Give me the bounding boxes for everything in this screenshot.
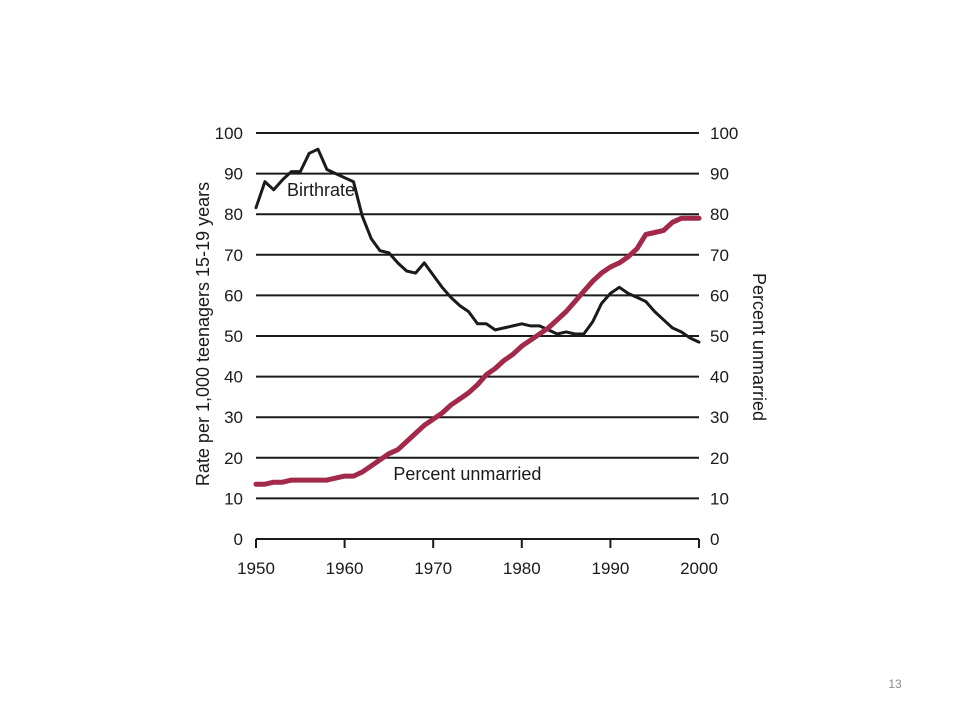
y2-tick-label: 60 [710, 286, 729, 305]
series-line-percent-unmarried [253, 215, 702, 487]
y2-tick-label: 10 [710, 489, 729, 508]
x-tick-label: 1960 [326, 559, 364, 578]
tick-labels: 0 10 20 30 40 50 60 70 80 90 100 0 10 20 30 40 50 60 70 80 9… [215, 124, 739, 578]
series-line-birthrate [254, 147, 701, 344]
gridlines [255, 132, 700, 548]
y2-tick-label: 100 [710, 124, 738, 143]
x-tick-label: 1980 [503, 559, 541, 578]
slide-number: 13 [888, 677, 902, 691]
y-tick-label: 30 [224, 408, 243, 427]
y-axis-title: Rate per 1,000 teenagers 15-19 years [193, 182, 213, 486]
y2-tick-label: 90 [710, 165, 729, 184]
y2-tick-label: 80 [710, 205, 729, 224]
y-tick-label: 0 [234, 530, 243, 549]
y-tick-label: 40 [224, 368, 243, 387]
y-tick-label: 60 [224, 286, 243, 305]
y2-tick-label: 0 [710, 530, 719, 549]
series-annotations: Birthrate Percent unmarried [287, 180, 541, 484]
x-tick-label: 2000 [680, 559, 718, 578]
y2-tick-label: 40 [710, 368, 729, 387]
y2-tick-label: 20 [710, 449, 729, 468]
y-tick-label: 80 [224, 205, 243, 224]
y2-tick-label: 50 [710, 327, 729, 346]
y-tick-label: 10 [224, 489, 243, 508]
x-tick-label: 1970 [414, 559, 452, 578]
y-tick-label: 90 [224, 165, 243, 184]
y-tick-label: 20 [224, 449, 243, 468]
y2-axis-title: Percent unmarried [749, 273, 769, 421]
y2-tick-label: 30 [710, 408, 729, 427]
y-tick-label: 70 [224, 246, 243, 265]
series-lines [253, 147, 702, 487]
series-annotation: Birthrate [287, 180, 355, 200]
x-tick-label: 1990 [591, 559, 629, 578]
series-annotation: Percent unmarried [393, 464, 541, 484]
y2-tick-label: 70 [710, 246, 729, 265]
y-tick-label: 100 [215, 124, 243, 143]
y-tick-label: 50 [224, 327, 243, 346]
x-tick-label: 1950 [237, 559, 275, 578]
